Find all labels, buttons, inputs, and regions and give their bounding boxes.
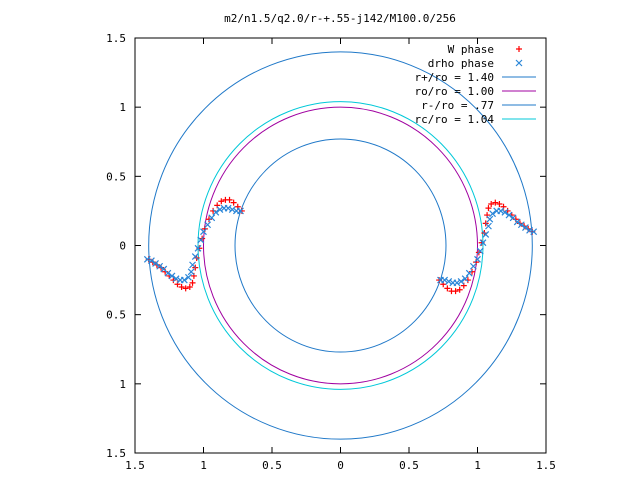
w-phase-point bbox=[178, 284, 185, 290]
y-tick-label: 1 bbox=[119, 101, 126, 114]
w-phase-point bbox=[488, 201, 495, 207]
legend-label: drho phase bbox=[428, 57, 494, 70]
w-phase-point bbox=[448, 288, 455, 295]
drho-phase-point bbox=[191, 253, 199, 260]
drho-phase-point bbox=[224, 204, 232, 212]
drho-phase-point bbox=[505, 211, 513, 219]
legend-label: ro/ro = 1.00 bbox=[415, 85, 494, 98]
drho-phase-point bbox=[517, 221, 525, 229]
drho-phase-point bbox=[208, 214, 216, 222]
drho-phase-point bbox=[526, 226, 533, 234]
circle-curve bbox=[197, 101, 484, 390]
x-tick-label: 1 bbox=[474, 459, 481, 472]
drho-phase-point bbox=[228, 206, 236, 213]
w-phase-point bbox=[182, 285, 189, 292]
drho-phase-point bbox=[522, 224, 529, 231]
circles-layer bbox=[148, 51, 533, 440]
x-tick-label: 1 bbox=[200, 459, 207, 472]
circle-curve bbox=[203, 106, 478, 385]
w-phase-point bbox=[186, 284, 193, 290]
legend-label: r-/ro = .77 bbox=[421, 99, 494, 112]
x-tick-label: 1.5 bbox=[125, 459, 145, 472]
y-tick-label: 1.5 bbox=[106, 447, 126, 460]
w-phase-point bbox=[226, 196, 233, 203]
w-phase-point bbox=[485, 205, 492, 212]
circle-curve bbox=[234, 138, 447, 353]
x-tick-label: 0.5 bbox=[399, 459, 419, 472]
y-tick-label: 1 bbox=[119, 378, 126, 391]
drho-phase-point bbox=[172, 275, 180, 283]
drho-phase-point bbox=[197, 236, 205, 244]
drho-phase-point bbox=[194, 244, 202, 252]
drho-phase-point bbox=[437, 276, 444, 284]
drho-phase-point bbox=[489, 210, 496, 218]
x-tick-label: 0 bbox=[337, 459, 344, 472]
drho-phase-point bbox=[180, 276, 188, 284]
drho-phase-point bbox=[509, 214, 517, 222]
w-phase-point bbox=[496, 201, 503, 207]
legend-plus-marker bbox=[516, 46, 522, 52]
circle-curve bbox=[148, 51, 533, 440]
drho-phase-point bbox=[204, 221, 212, 229]
y-tick-label: 0.5 bbox=[106, 170, 126, 183]
drho-phase-point bbox=[482, 231, 490, 238]
drho-phase-point bbox=[501, 208, 509, 216]
w-phase-point bbox=[189, 279, 196, 286]
points-layer bbox=[143, 196, 538, 295]
drho-phase-point bbox=[457, 278, 465, 285]
drho-phase-point bbox=[476, 247, 484, 255]
drho-phase-point bbox=[168, 272, 176, 280]
w-phase-point bbox=[218, 198, 225, 205]
w-phase-point bbox=[492, 199, 499, 206]
drho-phase-point bbox=[449, 279, 457, 287]
y-tick-label: 1.5 bbox=[106, 32, 126, 45]
drho-phase-point bbox=[164, 269, 172, 277]
legend-x-marker bbox=[515, 59, 523, 67]
drho-phase-point bbox=[485, 222, 492, 230]
drho-phase-point bbox=[189, 261, 196, 269]
drho-phase-point bbox=[493, 207, 501, 215]
drho-phase-point bbox=[474, 255, 481, 263]
legend-label: r+/ro = 1.40 bbox=[415, 71, 494, 84]
drho-phase-point bbox=[187, 268, 195, 276]
drho-phase-point bbox=[152, 260, 159, 267]
w-phase-point bbox=[230, 199, 237, 206]
drho-phase-point bbox=[530, 228, 538, 236]
y-tick-label: 0 bbox=[119, 240, 126, 253]
axis-ticks: 1.5 1 0.5 0 0.5 1 1.51.510.500.511.5 bbox=[106, 32, 556, 472]
w-phase-point bbox=[444, 285, 451, 292]
drho-phase-point bbox=[445, 278, 453, 285]
drho-phase-point bbox=[148, 257, 155, 265]
chart-title: m2/n1.5/q2.0/r-+.55-j142/M100.0/256 bbox=[224, 12, 456, 25]
w-phase-point bbox=[456, 286, 463, 293]
drho-phase-point bbox=[469, 262, 477, 270]
drho-phase-point bbox=[486, 215, 494, 223]
drho-phase-point bbox=[216, 206, 224, 213]
drho-phase-point bbox=[237, 207, 244, 215]
legend-label: W phase bbox=[448, 43, 494, 56]
drho-phase-point bbox=[212, 208, 220, 216]
drho-phase-point bbox=[461, 275, 469, 283]
drho-phase-point bbox=[156, 262, 164, 270]
drho-phase-point bbox=[465, 269, 473, 277]
x-tick-label: 0.5 bbox=[262, 459, 282, 472]
drho-phase-point bbox=[185, 273, 192, 281]
y-tick-label: 0.5 bbox=[106, 309, 126, 322]
drho-phase-point bbox=[143, 255, 151, 263]
legend-label: rc/ro = 1.04 bbox=[415, 113, 495, 126]
drho-phase-point bbox=[200, 228, 207, 236]
x-tick-label: 1.5 bbox=[536, 459, 556, 472]
drho-phase-point bbox=[479, 239, 487, 247]
